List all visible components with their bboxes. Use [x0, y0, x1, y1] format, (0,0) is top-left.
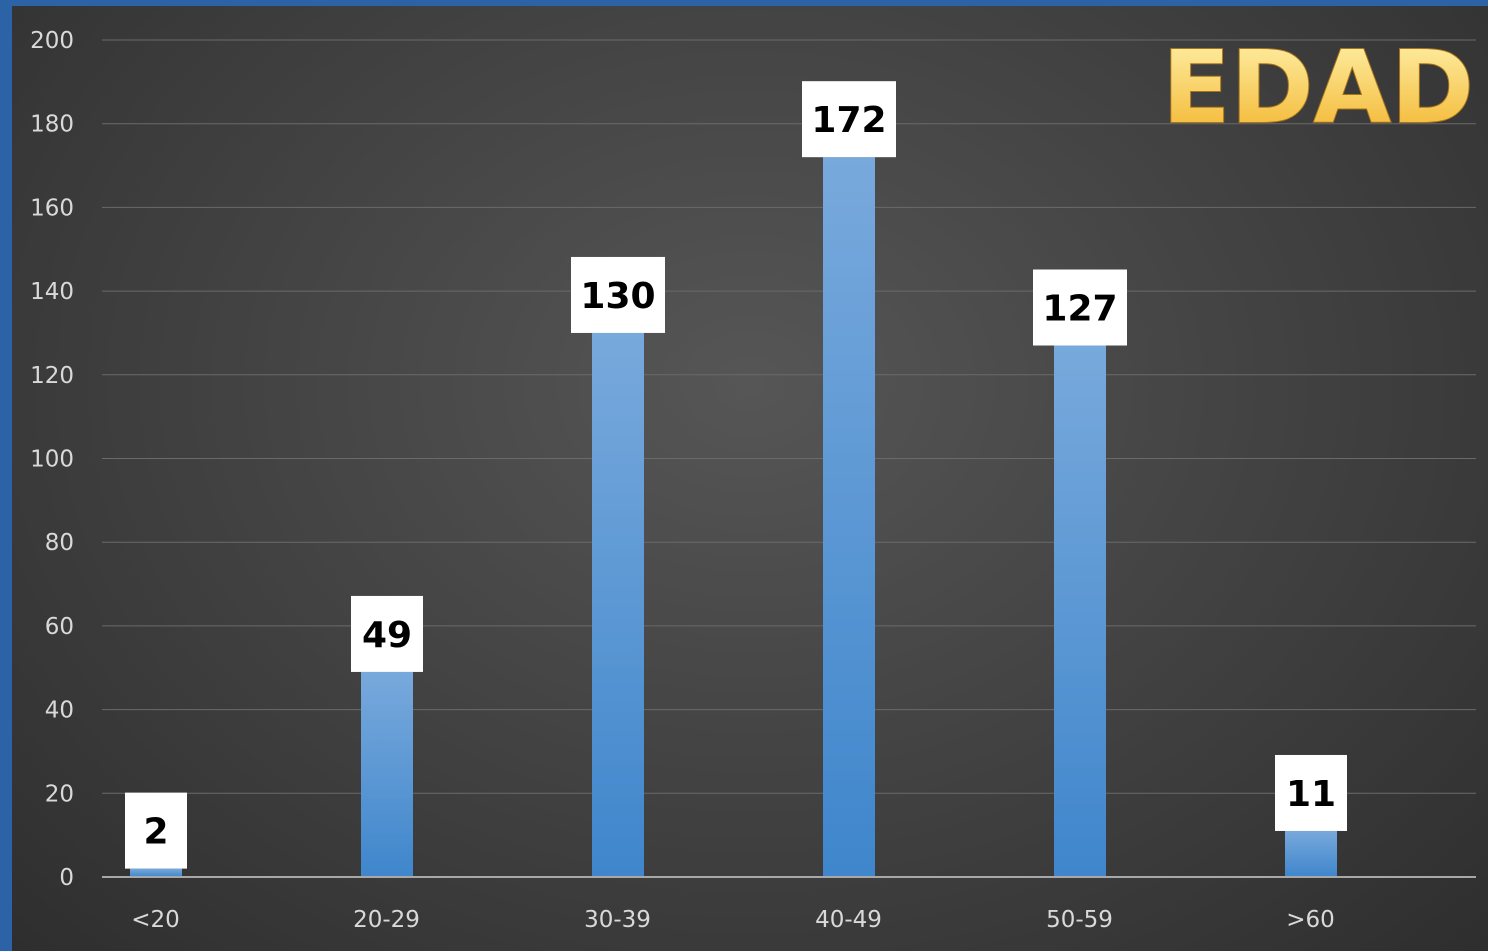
chart-title: EDAD — [1162, 29, 1474, 146]
x-tick-label-0: <20 — [131, 907, 180, 933]
data-label-4: 127 — [1042, 289, 1117, 330]
y-tick-label-20: 20 — [45, 781, 74, 807]
data-label-5: 11 — [1286, 774, 1336, 815]
data-label-box-2 — [571, 256, 665, 333]
data-label-0: 2 — [143, 812, 168, 853]
gridlines — [102, 39, 1476, 794]
data-label-box-4 — [1033, 269, 1127, 346]
y-tick-label-120: 120 — [30, 363, 74, 389]
y-tick-label-180: 180 — [30, 112, 74, 138]
bars — [130, 157, 1337, 877]
bar-4 — [1054, 345, 1106, 877]
y-tick-label-0: 0 — [59, 865, 74, 891]
data-label-box-3 — [802, 81, 896, 158]
bar-1 — [361, 671, 413, 877]
y-tick-label-80: 80 — [45, 530, 74, 556]
bar-0 — [130, 868, 182, 877]
y-tick-label-60: 60 — [45, 614, 74, 640]
x-tick-label-2: 30-39 — [584, 907, 651, 933]
x-tick-label-3: 40-49 — [815, 907, 882, 933]
y-tick-label-200: 200 — [30, 28, 74, 54]
data-label-box-0 — [125, 792, 187, 869]
y-tick-label-100: 100 — [30, 447, 74, 473]
y-tick-label-40: 40 — [45, 698, 74, 724]
y-tick-label-160: 160 — [30, 195, 74, 221]
bar-2 — [592, 332, 644, 877]
bar-5 — [1285, 830, 1337, 877]
data-label-3: 172 — [811, 100, 886, 141]
y-tick-label-140: 140 — [30, 279, 74, 305]
y-axis-tick-labels: 0 20 40 60 80 100 120 140 160 180 200 — [30, 28, 74, 891]
data-label-box-5 — [1275, 754, 1347, 831]
data-label-2: 130 — [580, 276, 655, 317]
x-axis-tick-labels: <20 20-29 30-39 40-49 50-59 >60 — [131, 907, 1335, 933]
data-labels: 2 49 130 172 127 11 — [125, 81, 1347, 869]
x-tick-label-4: 50-59 — [1046, 907, 1113, 933]
bar-3 — [823, 157, 875, 877]
data-label-1: 49 — [362, 615, 412, 656]
bar-chart: 0 20 40 60 80 100 120 140 160 180 200 2 49 130 172 127… — [30, 28, 1476, 933]
x-tick-label-1: 20-29 — [353, 907, 420, 933]
data-label-box-1 — [351, 595, 423, 672]
x-tick-label-5: >60 — [1286, 907, 1335, 933]
